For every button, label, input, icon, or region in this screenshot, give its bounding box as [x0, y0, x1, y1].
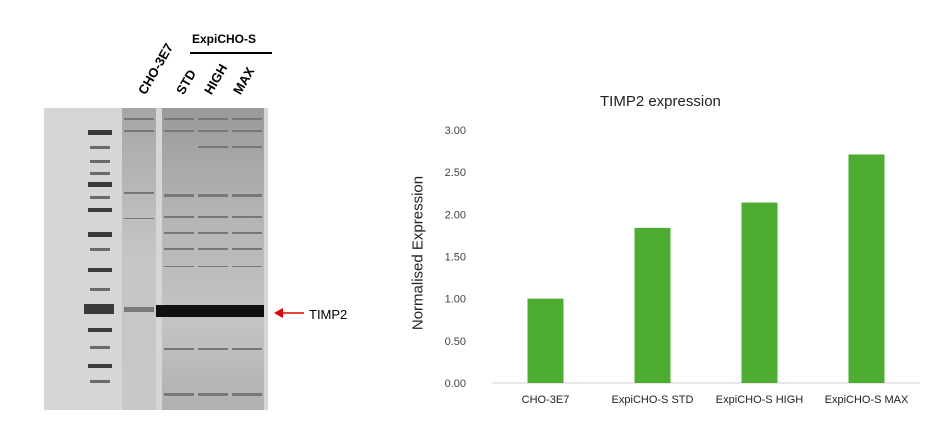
y-tick-label-2: 1.00 — [445, 294, 466, 306]
expicho-s-group-label: ExpiCHO-S — [192, 32, 257, 46]
bar-0 — [527, 298, 564, 383]
bar-3 — [848, 154, 885, 383]
x-tick-label-0: CHO-3E7 — [522, 394, 570, 406]
y-tick-label-6: 3.00 — [445, 125, 466, 137]
group-underline — [190, 52, 272, 54]
gel-panel: CHO-3E7 STD HIGH MAX ExpiCHO-S 245 75 63… — [0, 0, 380, 436]
sds-page-gel-image — [44, 108, 268, 410]
timp2-band-label: TIMP2 — [309, 307, 348, 322]
x-tick-label-3: ExpiCHO-S MAX — [825, 394, 909, 406]
x-tick-label-2: ExpiCHO-S HIGH — [716, 394, 803, 406]
y-axis-title: Normalised Expression — [409, 175, 427, 331]
y-tick-label-0: 0.00 — [445, 378, 466, 390]
bar-chart-panel: 0.00 0.50 1.00 1.50 2.00 2.50 3.00 CHO-3E7 Expi… — [380, 0, 938, 436]
y-tick-label-4: 2.00 — [445, 209, 466, 221]
lane-label-std: STD — [173, 66, 199, 97]
y-tick-label-3: 1.50 — [445, 252, 466, 264]
lane-label-high: HIGH — [201, 61, 231, 97]
bar-2 — [741, 202, 778, 383]
chart-title: TIMP2 expression — [600, 93, 721, 110]
lane-label-cho-3e7: CHO-3E7 — [135, 40, 177, 97]
bar-chart-svg: 0.00 0.50 1.00 1.50 2.00 2.50 3.00 CHO-3E7 Expi… — [445, 125, 920, 406]
x-tick-label-1: ExpiCHO-S STD — [612, 394, 694, 406]
y-tick-label-1: 0.50 — [445, 336, 466, 348]
timp2-arrow-icon — [274, 308, 304, 318]
bar-1 — [634, 227, 671, 383]
y-tick-label-5: 2.50 — [445, 167, 466, 179]
lane-label-max: MAX — [230, 64, 258, 97]
